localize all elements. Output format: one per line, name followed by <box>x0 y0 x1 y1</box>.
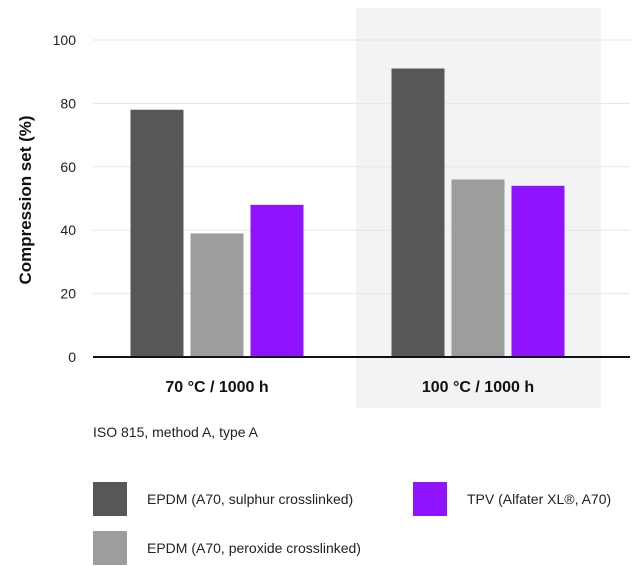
legend-swatch <box>93 531 127 565</box>
legend-item-epdm-peroxide: EPDM (A70, peroxide crosslinked) <box>93 531 361 565</box>
y-tick-label: 60 <box>60 159 76 175</box>
y-tick-label: 80 <box>60 95 76 111</box>
bar <box>190 233 244 357</box>
legend-swatch <box>413 482 447 516</box>
x-tick-labels: 70 °C / 1000 h 100 °C / 1000 h <box>165 379 534 396</box>
x-tick-label: 100 °C / 1000 h <box>422 379 534 396</box>
y-tick-labels: 0 20 40 60 80 100 <box>53 32 77 365</box>
test-method-note: ISO 815, method A, type A <box>93 424 258 440</box>
legend-label: TPV (Alfater XL®, A70) <box>467 491 612 507</box>
bar <box>250 204 304 357</box>
legend-label: EPDM (A70, sulphur crosslinked) <box>147 491 354 507</box>
legend-item-tpv: TPV (Alfater XL®, A70) <box>413 482 611 516</box>
legend-swatch <box>93 482 127 516</box>
bar <box>451 179 505 357</box>
y-tick-label: 20 <box>60 286 76 302</box>
y-tick-label: 100 <box>53 32 77 48</box>
y-tick-label: 40 <box>60 222 76 238</box>
bars <box>130 68 565 358</box>
y-tick-label: 0 <box>68 349 76 365</box>
legend-item-epdm-sulphur: EPDM (A70, sulphur crosslinked) <box>93 482 353 516</box>
x-tick-label: 70 °C / 1000 h <box>165 379 268 396</box>
bar <box>511 185 565 357</box>
bar <box>130 109 184 358</box>
bar <box>391 68 445 357</box>
legend-label: EPDM (A70, peroxide crosslinked) <box>147 540 361 556</box>
bar-chart: 0 20 40 60 80 100 70 °C / 1000 h 100 °C / 1000… <box>16 8 630 408</box>
y-axis-label: Compression set (%) <box>16 115 35 284</box>
